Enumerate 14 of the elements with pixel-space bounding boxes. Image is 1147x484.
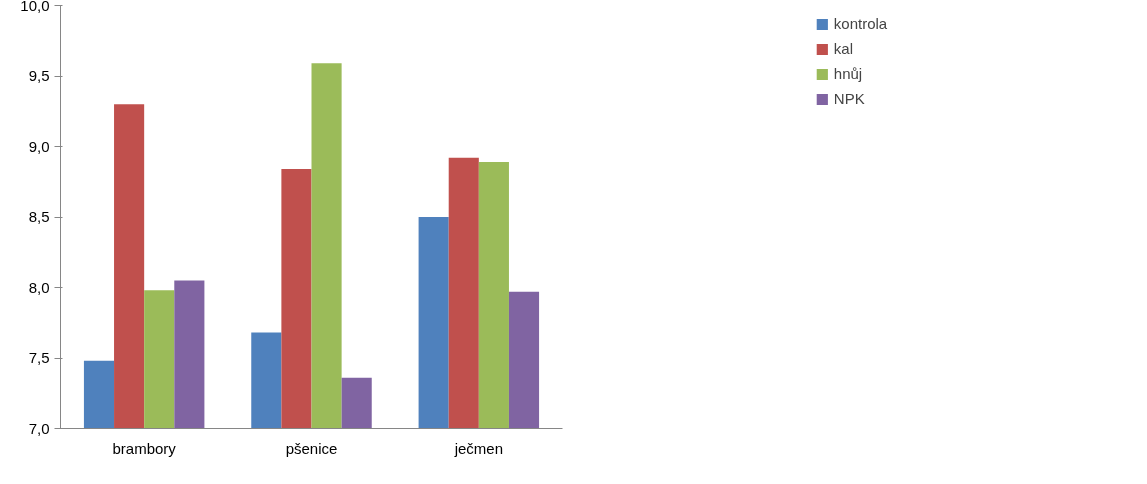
legend-label: NPK	[833, 90, 865, 107]
y-tick-label: 7,5	[28, 349, 50, 366]
y-tick-label: 8,5	[28, 208, 50, 225]
y-tick-label: 7,0	[28, 419, 50, 437]
x-tick-label: ječmen	[453, 439, 504, 457]
y-tick-label: 8,0	[28, 278, 50, 296]
x-tick-label: pšenice	[285, 439, 338, 457]
legend-label: kal	[833, 40, 854, 57]
y-tick-label: 9,5	[28, 67, 50, 84]
legend-label: hnůj	[833, 65, 863, 82]
y-tick-label: 9,0	[28, 137, 50, 155]
x-tick-label: brambory	[112, 439, 177, 457]
y-tick-label: 10,0	[20, 0, 50, 14]
legend-label: kontrola	[833, 15, 888, 32]
